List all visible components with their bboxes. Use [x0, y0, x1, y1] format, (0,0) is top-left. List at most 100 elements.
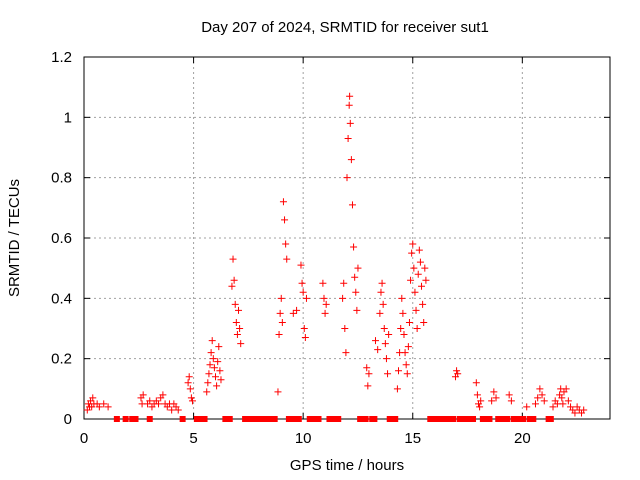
- zero-marker: [255, 416, 262, 422]
- zero-marker: [291, 416, 298, 422]
- data-point: [213, 382, 221, 390]
- data-point: [562, 385, 570, 393]
- data-point: [571, 409, 579, 417]
- data-point: [229, 255, 237, 263]
- data-point: [340, 279, 348, 287]
- data-point: [155, 400, 163, 408]
- data-point: [364, 382, 372, 390]
- zero-marker: [311, 416, 318, 422]
- zero-marker: [456, 416, 463, 422]
- data-point: [210, 364, 218, 372]
- data-point: [523, 403, 531, 411]
- data-point: [343, 174, 351, 182]
- data-point: [301, 334, 309, 342]
- data-point: [230, 276, 238, 284]
- x-tick-label: 5: [189, 430, 197, 447]
- y-tick-label: 0.2: [51, 351, 72, 368]
- zero-marker: [479, 416, 486, 422]
- data-point: [300, 325, 308, 332]
- data-point: [404, 343, 412, 351]
- plot-frame: [83, 56, 611, 420]
- data-point: [275, 331, 283, 339]
- data-point: [232, 318, 240, 326]
- data-point: [415, 246, 423, 254]
- data-point: [476, 403, 484, 411]
- data-point: [139, 391, 147, 399]
- data-point: [276, 309, 284, 317]
- data-point: [208, 337, 216, 345]
- data-point: [374, 346, 382, 354]
- data-point: [398, 294, 406, 302]
- data-point: [282, 240, 290, 248]
- data-point: [204, 379, 212, 387]
- data-point: [344, 134, 352, 142]
- zero-marker: [498, 416, 505, 422]
- data-point: [228, 282, 236, 290]
- zero-marker: [371, 416, 378, 422]
- data-point: [233, 331, 241, 339]
- data-point: [492, 394, 500, 402]
- data-point: [95, 403, 103, 411]
- zero-marker: [146, 416, 153, 422]
- data-point: [185, 373, 193, 381]
- data-point: [453, 367, 461, 375]
- data-point: [408, 249, 416, 257]
- zero-marker: [530, 416, 537, 422]
- zero-marker: [261, 416, 268, 422]
- zero-marker: [201, 416, 208, 422]
- zero-marker: [251, 416, 258, 422]
- data-point: [380, 325, 388, 332]
- zero-marker: [258, 416, 265, 422]
- data-point: [411, 288, 419, 296]
- data-point: [278, 318, 286, 326]
- data-point: [558, 394, 566, 402]
- zero-marker: [248, 416, 255, 422]
- zero-marker: [226, 416, 233, 422]
- data-point: [302, 294, 310, 302]
- y-tick-label: 0.4: [51, 290, 72, 307]
- zero-marker: [470, 416, 477, 422]
- zero-marker: [495, 416, 502, 422]
- y-axis-label: SRMTID / TECUs: [6, 179, 23, 297]
- zero-marker: [335, 416, 342, 422]
- zero-marker: [427, 416, 434, 422]
- zero-marker: [122, 416, 129, 422]
- zero-marker: [265, 416, 272, 422]
- data-point: [235, 306, 243, 314]
- data-points: [83, 92, 588, 422]
- zero-marker: [517, 416, 524, 422]
- zero-marker: [179, 416, 186, 422]
- data-point: [410, 264, 418, 272]
- data-point: [274, 388, 282, 396]
- data-point: [215, 343, 223, 351]
- data-point: [345, 101, 353, 109]
- data-point: [283, 255, 291, 263]
- zero-marker: [198, 416, 205, 422]
- x-tick-label: 20: [514, 430, 531, 447]
- data-point: [212, 373, 219, 381]
- data-point: [414, 270, 422, 278]
- zero-marker: [315, 416, 322, 422]
- zero-marker: [466, 416, 473, 422]
- zero-marker: [513, 416, 520, 422]
- data-point: [534, 394, 542, 402]
- data-point: [412, 306, 420, 314]
- data-point: [217, 376, 225, 384]
- zero-marker: [443, 416, 450, 422]
- data-point: [342, 349, 350, 357]
- zero-marker: [450, 416, 457, 422]
- data-point: [365, 370, 373, 378]
- data-point: [174, 406, 182, 414]
- data-point: [203, 388, 211, 396]
- zero-marker: [392, 416, 399, 422]
- data-point: [279, 198, 287, 206]
- data-point: [371, 337, 379, 345]
- y-tick-label: 0.6: [51, 230, 72, 247]
- data-point: [536, 385, 544, 393]
- data-point: [402, 361, 410, 369]
- data-point: [339, 294, 347, 302]
- zero-marker: [357, 416, 364, 422]
- data-point: [384, 370, 392, 378]
- data-point: [377, 288, 385, 296]
